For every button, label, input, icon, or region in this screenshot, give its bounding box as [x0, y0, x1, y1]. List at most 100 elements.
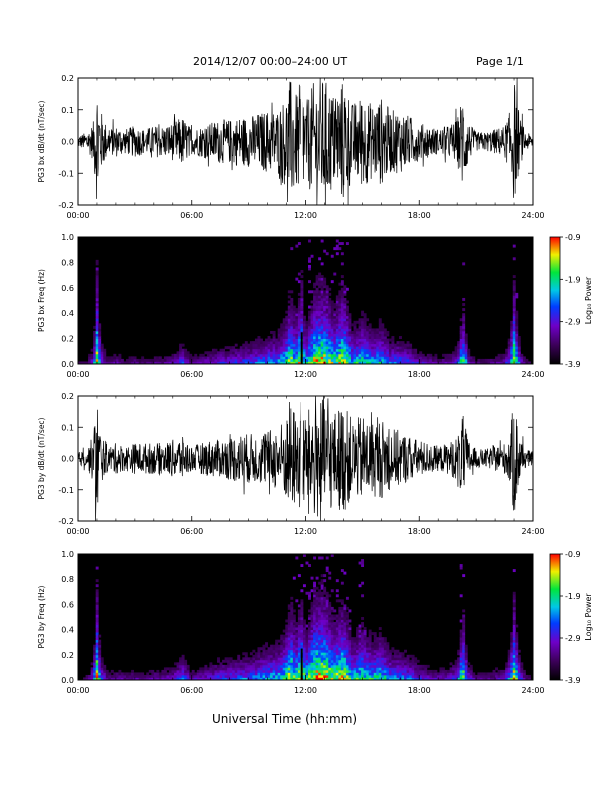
- x-tick-label: 12:00: [294, 211, 317, 220]
- spectrogram-cell: [267, 677, 271, 681]
- spectrogram-cell: [318, 257, 322, 261]
- spectrogram-cell: [515, 659, 519, 663]
- spectrogram-cell: [361, 644, 365, 648]
- spectrogram-cell: [287, 336, 291, 339]
- spectrogram-cell: [464, 346, 468, 350]
- spectrogram-cell: [209, 356, 213, 360]
- spectrogram-cell: [151, 672, 155, 676]
- spectrogram-cell: [302, 677, 306, 681]
- spectrogram-cell: [335, 652, 339, 656]
- spectrogram-cell: [361, 662, 365, 666]
- spectrogram-cell: [472, 356, 476, 360]
- spectrogram-cell: [325, 611, 329, 615]
- spectrogram-cell: [295, 662, 299, 666]
- spectrogram-cell: [348, 662, 352, 666]
- spectrogram-cell: [313, 584, 317, 588]
- spectrogram-cell: [396, 361, 400, 365]
- spectrogram-cell: [462, 336, 466, 339]
- spectrogram-cell: [146, 361, 150, 365]
- spectrogram-cell: [176, 351, 180, 355]
- spectrogram-cell: [209, 664, 213, 668]
- spectrogram-cell: [275, 654, 279, 658]
- spectrogram-cell: [295, 315, 299, 319]
- spectrogram-cell: [396, 677, 400, 681]
- spectrogram-cell: [310, 669, 314, 673]
- spectrogram-cell: [358, 561, 362, 565]
- spectrogram-cell: [462, 657, 466, 661]
- spectrogram-cell: [305, 667, 309, 671]
- spectrogram-cell: [308, 264, 311, 268]
- spectrogram-cell: [151, 669, 155, 673]
- spectrogram-cell: [356, 351, 359, 355]
- spectrogram-cell: [376, 361, 380, 365]
- spectrogram-cell: [270, 356, 274, 360]
- spectrogram-cell: [442, 353, 445, 357]
- spectrogram-cell: [275, 639, 279, 643]
- spectrogram-cell: [176, 674, 180, 678]
- spectrogram-cell: [328, 647, 332, 651]
- spectrogram-cell: [252, 667, 256, 671]
- spectrogram-cell: [512, 649, 516, 653]
- spectrogram-cell: [366, 659, 370, 663]
- spectrogram-cell: [343, 644, 347, 648]
- spectrogram-cell: [290, 323, 294, 327]
- spectrogram-cell: [315, 622, 319, 625]
- spectrogram-cell: [100, 358, 104, 362]
- spectrogram-cell: [330, 677, 334, 681]
- spectrogram-cell: [335, 677, 339, 681]
- spectrogram-cell: [353, 353, 357, 357]
- spectrogram-cell: [201, 353, 205, 357]
- spectrogram-cell: [242, 353, 246, 357]
- spectrogram-cell: [323, 356, 327, 360]
- spectrogram-cell: [366, 361, 370, 365]
- x-axis-title: Universal Time (hh:mm): [212, 712, 358, 726]
- spectrogram-cell: [510, 642, 514, 646]
- spectrogram-cell: [409, 677, 413, 681]
- spectrogram-cell: [287, 308, 291, 312]
- spectrogram-cell: [297, 672, 301, 676]
- spectrogram-cell: [315, 300, 319, 304]
- spectrogram-cell: [328, 594, 332, 598]
- spectrogram-cell: [340, 614, 344, 618]
- spectrogram-cell: [282, 652, 286, 656]
- spectrogram-cell: [166, 674, 170, 678]
- spectrogram-cell: [318, 310, 322, 314]
- spectrogram-cell: [363, 353, 367, 357]
- spectrogram-cell: [328, 343, 332, 347]
- spectrogram-cell: [209, 353, 213, 357]
- spectrogram-cell: [310, 313, 314, 317]
- spectrogram-cell: [320, 348, 324, 352]
- spectrogram-cell: [100, 348, 104, 352]
- spectrogram-cell: [335, 239, 339, 243]
- spectrogram-cell: [517, 343, 521, 347]
- spectrogram-cell: [378, 639, 382, 643]
- spectrogram-cell: [467, 674, 471, 678]
- spectrogram-cell: [338, 639, 342, 643]
- spectrogram-cell: [358, 346, 362, 350]
- spectrogram-cell: [204, 351, 208, 355]
- spectrogram-cell: [287, 634, 291, 638]
- spectrogram-cell: [302, 667, 306, 671]
- spectrogram-cell: [118, 356, 122, 360]
- spectrogram-cell: [459, 336, 463, 339]
- spectrogram-cell: [343, 604, 347, 608]
- spectrogram-cell: [512, 669, 516, 673]
- spectrogram-cell: [358, 356, 362, 360]
- spectrogram-cell: [204, 677, 208, 681]
- spectrogram-cell: [95, 267, 99, 271]
- spectrogram-cell: [169, 669, 172, 673]
- spectrogram-cell: [292, 348, 296, 352]
- spectrogram-cell: [335, 662, 339, 666]
- spectrogram-cell: [343, 328, 347, 332]
- spectrogram-cell: [252, 659, 256, 663]
- spectrogram-cell: [353, 672, 357, 676]
- spectrogram-cell: [141, 356, 145, 360]
- spectrogram-cell: [444, 672, 448, 676]
- spectrogram-cell: [315, 604, 319, 608]
- spectrogram-cell: [257, 356, 261, 360]
- spectrogram-cell: [277, 639, 281, 643]
- spectrogram-cell: [345, 629, 349, 633]
- spectrogram-cell: [383, 330, 387, 334]
- spectrogram-cell: [381, 323, 385, 327]
- spectrogram-cell: [217, 677, 220, 681]
